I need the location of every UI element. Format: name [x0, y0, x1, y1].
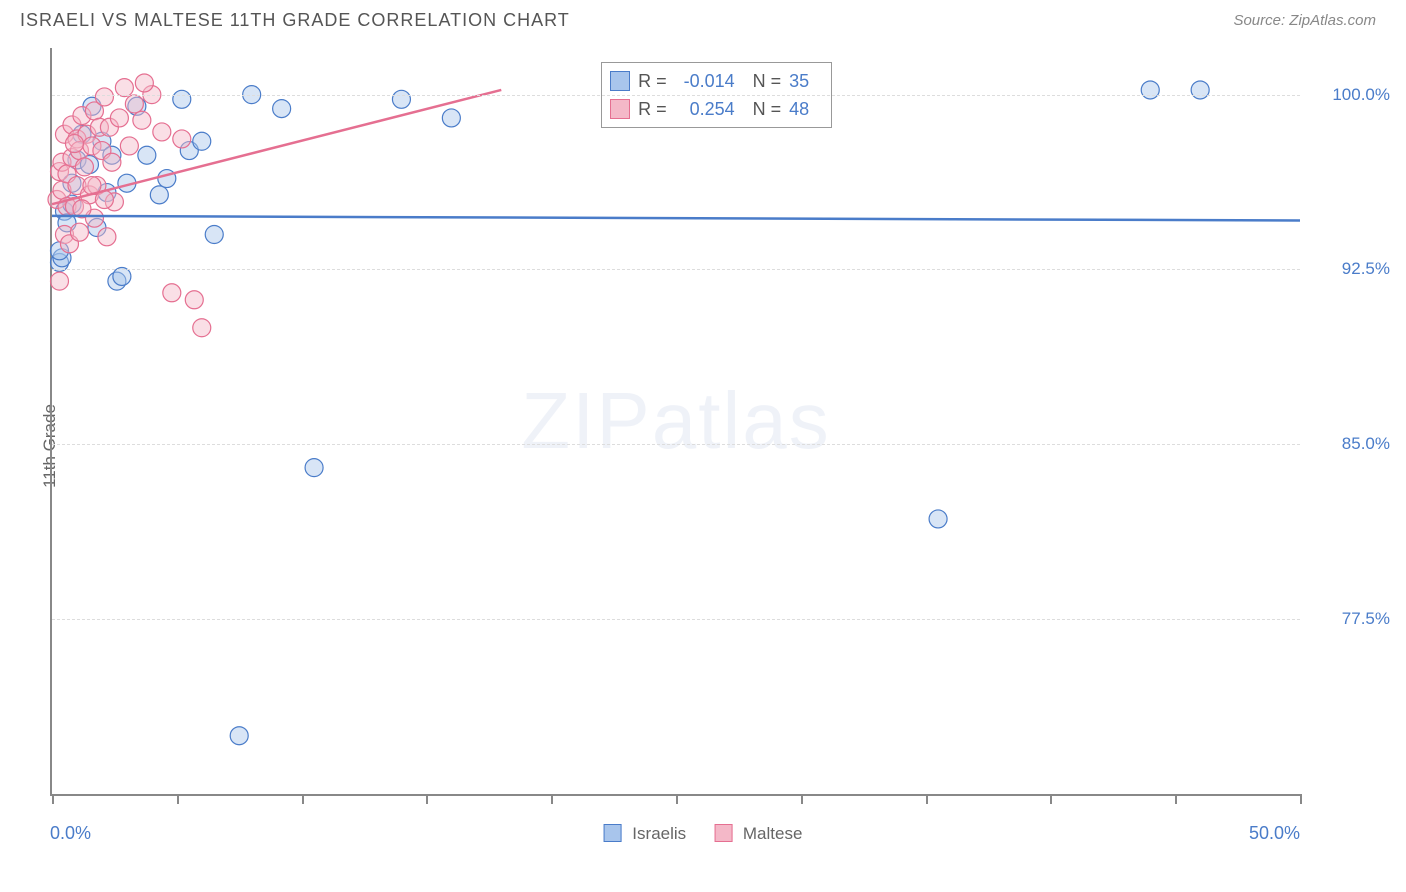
- data-point: [153, 123, 171, 141]
- legend-item: Maltese: [714, 824, 802, 844]
- correlation-row: R = -0.014 N = 35: [610, 67, 819, 95]
- data-point: [98, 228, 116, 246]
- data-point: [120, 137, 138, 155]
- legend-label: Israelis: [632, 824, 686, 843]
- data-point: [110, 109, 128, 127]
- y-tick-label: 85.0%: [1310, 434, 1390, 454]
- data-point: [75, 158, 93, 176]
- data-point: [185, 291, 203, 309]
- legend-swatch-icon: [610, 71, 630, 91]
- data-point: [135, 74, 153, 92]
- data-point: [50, 272, 68, 290]
- data-point: [133, 111, 151, 129]
- chart-plot-area: ZIPatlas R = -0.014 N = 35 R = 0.254 N =…: [50, 48, 1300, 796]
- data-point: [173, 130, 191, 148]
- gridline-h: [52, 95, 1300, 96]
- legend-swatch-icon: [714, 824, 732, 842]
- x-tick: [801, 794, 803, 804]
- x-tick: [551, 794, 553, 804]
- data-point: [929, 510, 947, 528]
- data-point: [163, 284, 181, 302]
- legend-swatch-icon: [610, 99, 630, 119]
- x-tick: [676, 794, 678, 804]
- y-tick-label: 92.5%: [1310, 259, 1390, 279]
- data-point: [1191, 81, 1209, 99]
- data-point: [1141, 81, 1159, 99]
- y-tick-label: 77.5%: [1310, 609, 1390, 629]
- data-point: [230, 727, 248, 745]
- legend-label: Maltese: [743, 824, 803, 843]
- legend-swatch-icon: [604, 824, 622, 842]
- x-max-label: 50.0%: [1249, 823, 1300, 844]
- source-label: Source: ZipAtlas.com: [1233, 12, 1376, 29]
- x-tick: [177, 794, 179, 804]
- gridline-h: [52, 444, 1300, 445]
- x-tick: [302, 794, 304, 804]
- data-point: [70, 223, 88, 241]
- gridline-h: [52, 619, 1300, 620]
- r-value: 0.254: [675, 95, 735, 123]
- legend-item: Israelis: [604, 824, 687, 844]
- data-point: [103, 153, 121, 171]
- x-min-label: 0.0%: [50, 823, 91, 844]
- gridline-h: [52, 269, 1300, 270]
- scatter-svg: [52, 48, 1300, 794]
- y-tick-label: 100.0%: [1310, 85, 1390, 105]
- x-tick: [1175, 794, 1177, 804]
- chart-title: ISRAELI VS MALTESE 11TH GRADE CORRELATIO…: [20, 10, 570, 31]
- x-tick: [426, 794, 428, 804]
- x-tick: [1300, 794, 1302, 804]
- data-point: [65, 135, 83, 153]
- trend-line: [52, 216, 1300, 221]
- data-point: [193, 132, 211, 150]
- chart-legend: Israelis Maltese: [604, 824, 803, 844]
- data-point: [273, 100, 291, 118]
- data-point: [205, 226, 223, 244]
- r-value: -0.014: [675, 67, 735, 95]
- data-point: [125, 95, 143, 113]
- data-point: [442, 109, 460, 127]
- data-point: [305, 459, 323, 477]
- n-value: 48: [789, 95, 819, 123]
- correlation-row: R = 0.254 N = 48: [610, 95, 819, 123]
- data-point: [150, 186, 168, 204]
- x-tick: [1050, 794, 1052, 804]
- data-point: [392, 90, 410, 108]
- x-tick: [52, 794, 54, 804]
- x-tick: [926, 794, 928, 804]
- data-point: [173, 90, 191, 108]
- data-point: [138, 146, 156, 164]
- n-value: 35: [789, 67, 819, 95]
- data-point: [95, 88, 113, 106]
- data-point: [193, 319, 211, 337]
